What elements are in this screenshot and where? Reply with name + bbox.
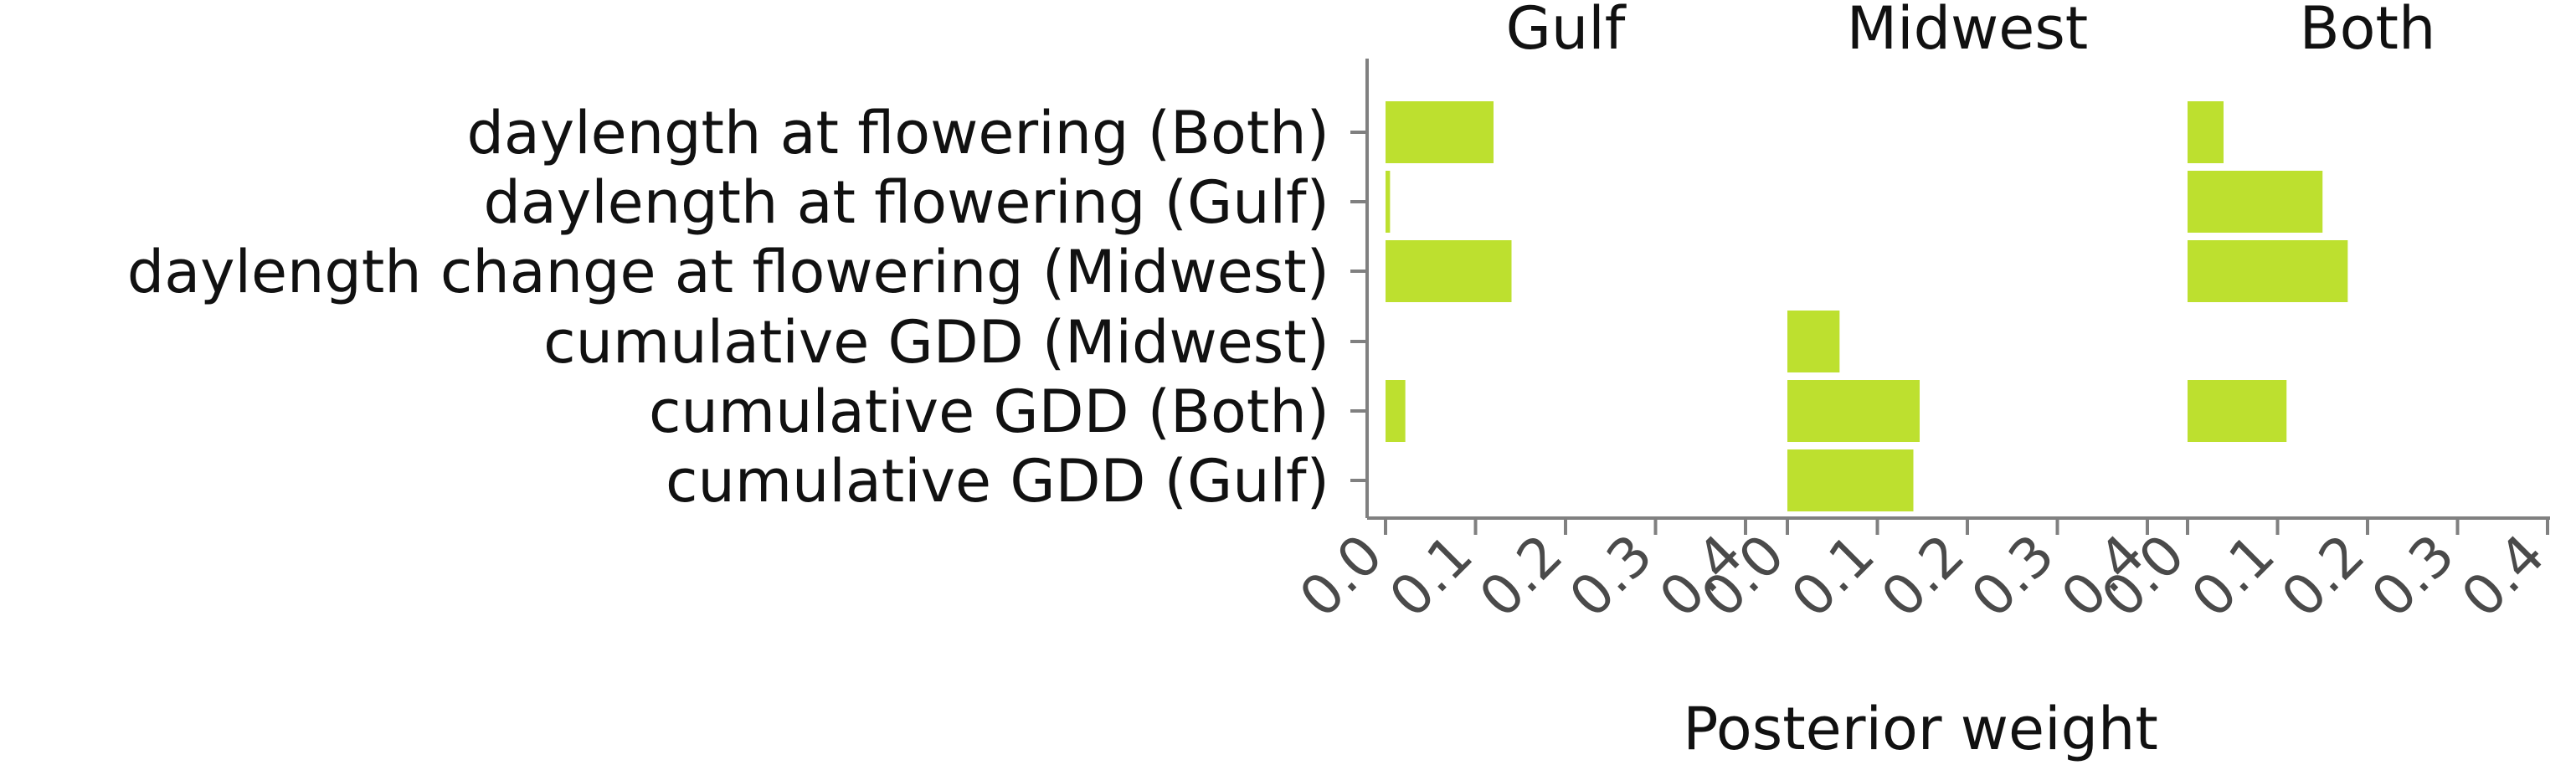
y-tick-label: cumulative GDD (Midwest) <box>543 308 1329 377</box>
x-tick-label: 0.0 <box>1288 522 1396 630</box>
panel-title: Midwest <box>1847 0 2089 63</box>
bar <box>1386 240 1512 302</box>
bar <box>2188 101 2224 163</box>
x-tick-label: 0.3 <box>1959 522 2067 630</box>
bar <box>2188 380 2287 442</box>
bar <box>1386 171 1391 233</box>
chart-marks: daylength at flowering (Both)daylength a… <box>127 0 2558 630</box>
bar <box>2188 171 2323 233</box>
x-tick-label: 0.4 <box>2450 522 2558 630</box>
bar <box>1386 101 1494 163</box>
bar <box>2188 240 2348 302</box>
y-tick-label: cumulative GDD (Gulf) <box>666 447 1329 516</box>
x-tick-label: 0.2 <box>1468 522 1576 630</box>
panel-title: Gulf <box>1506 0 1627 63</box>
x-axis-title: Posterior weight <box>1683 695 2158 763</box>
y-tick-label: daylength at flowering (Gulf) <box>483 168 1329 237</box>
y-tick-label: daylength change at flowering (Midwest) <box>127 238 1329 306</box>
x-tick-label: 0.2 <box>1869 522 1977 630</box>
x-tick-label: 0.3 <box>2359 522 2467 630</box>
bar <box>1386 380 1406 442</box>
bar <box>1787 311 1840 372</box>
y-tick-label: daylength at flowering (Both) <box>466 99 1329 167</box>
x-tick-label: 0.1 <box>1377 522 1485 630</box>
x-tick-label: 0.1 <box>1779 522 1887 630</box>
x-tick-label: 0.1 <box>2179 522 2287 630</box>
x-tick-label: 0.3 <box>1557 522 1665 630</box>
bar <box>1787 380 1920 442</box>
y-tick-label: cumulative GDD (Both) <box>649 377 1329 446</box>
panel-title: Both <box>2300 0 2436 63</box>
x-tick-label: 0.2 <box>2270 522 2378 630</box>
bar <box>1787 449 1914 511</box>
